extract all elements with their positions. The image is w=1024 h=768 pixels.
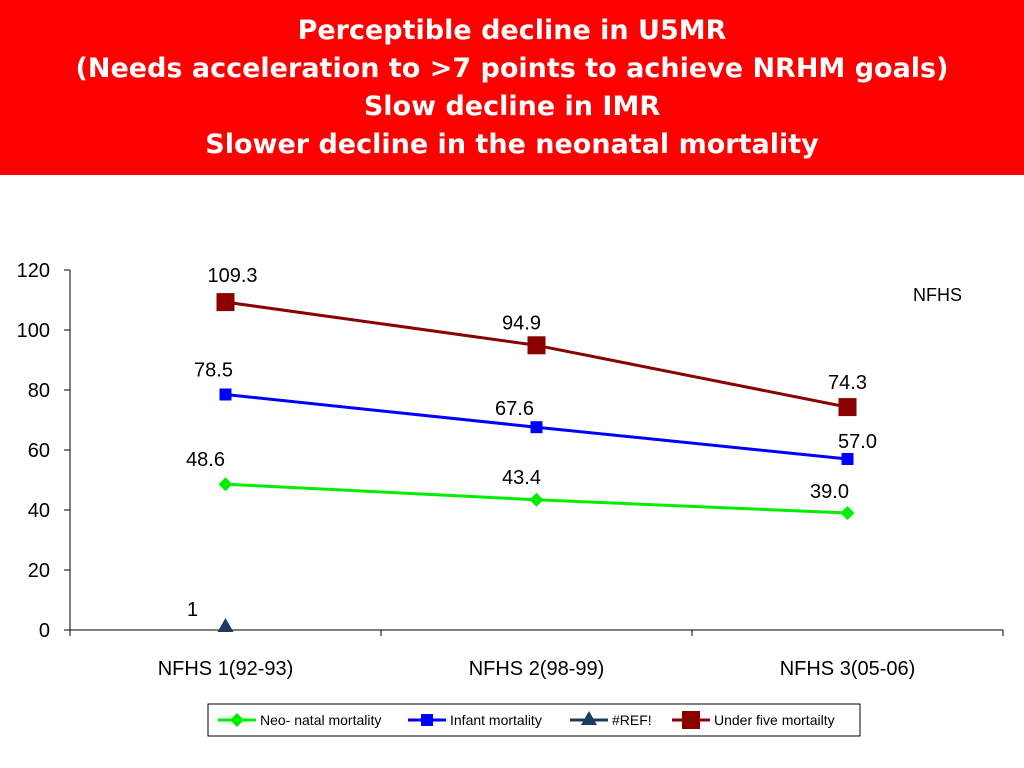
legend-marker: [682, 711, 700, 729]
data-label: 43.4: [502, 467, 541, 489]
data-label: 109.3: [207, 265, 257, 287]
title-banner: Perceptible decline in U5MR (Needs accel…: [0, 0, 1024, 175]
chart-annotation: NFHS: [913, 285, 962, 305]
y-tick-label: 120: [17, 260, 50, 282]
data-point: [217, 618, 234, 632]
x-tick-label: NFHS 3(05-06): [780, 658, 916, 680]
title-line-2: (Needs acceleration to >7 points to achi…: [75, 52, 949, 84]
legend-entry: Infant mortality: [450, 712, 542, 728]
data-label: 39.0: [810, 481, 849, 503]
data-label: 67.6: [495, 398, 534, 420]
title-line-3: Slow decline in IMR: [363, 90, 661, 122]
y-tick-label: 60: [28, 440, 50, 462]
x-tick-label: NFHS 2(98-99): [469, 658, 605, 680]
data-point: [527, 336, 546, 355]
y-tick-label: 80: [28, 380, 50, 402]
data-label: 78.5: [194, 360, 233, 382]
legend-entry: #REF!: [612, 712, 652, 728]
legend-entry: Under five mortailty: [714, 712, 835, 728]
data-label: 94.9: [502, 312, 541, 334]
legend-marker: [421, 714, 433, 726]
y-tick-label: 20: [28, 560, 50, 582]
data-point: [216, 293, 235, 312]
title-line-1: Perceptible decline in U5MR: [297, 14, 727, 46]
legend: [207, 703, 861, 737]
data-label: 74.3: [828, 372, 867, 394]
data-point: [219, 388, 232, 401]
y-tick-label: 100: [17, 320, 50, 342]
data-label: 48.6: [186, 449, 225, 471]
y-tick-label: 0: [39, 620, 50, 642]
data-point: [530, 421, 543, 434]
legend-marker: [581, 711, 597, 725]
legend-marker: [230, 713, 244, 727]
data-point: [529, 492, 544, 507]
legend-entry: Neo- natal mortality: [260, 712, 381, 728]
data-point: [838, 398, 857, 417]
data-label: 57.0: [838, 431, 877, 453]
data-point: [841, 453, 854, 465]
title-line-4: Slower decline in the neonatal mortality: [205, 128, 819, 160]
y-tick-label: 40: [28, 500, 50, 522]
data-label: 1: [187, 599, 198, 621]
x-tick-label: NFHS 1(92-93): [158, 658, 294, 680]
data-point: [840, 506, 855, 520]
data-point: [218, 477, 233, 492]
